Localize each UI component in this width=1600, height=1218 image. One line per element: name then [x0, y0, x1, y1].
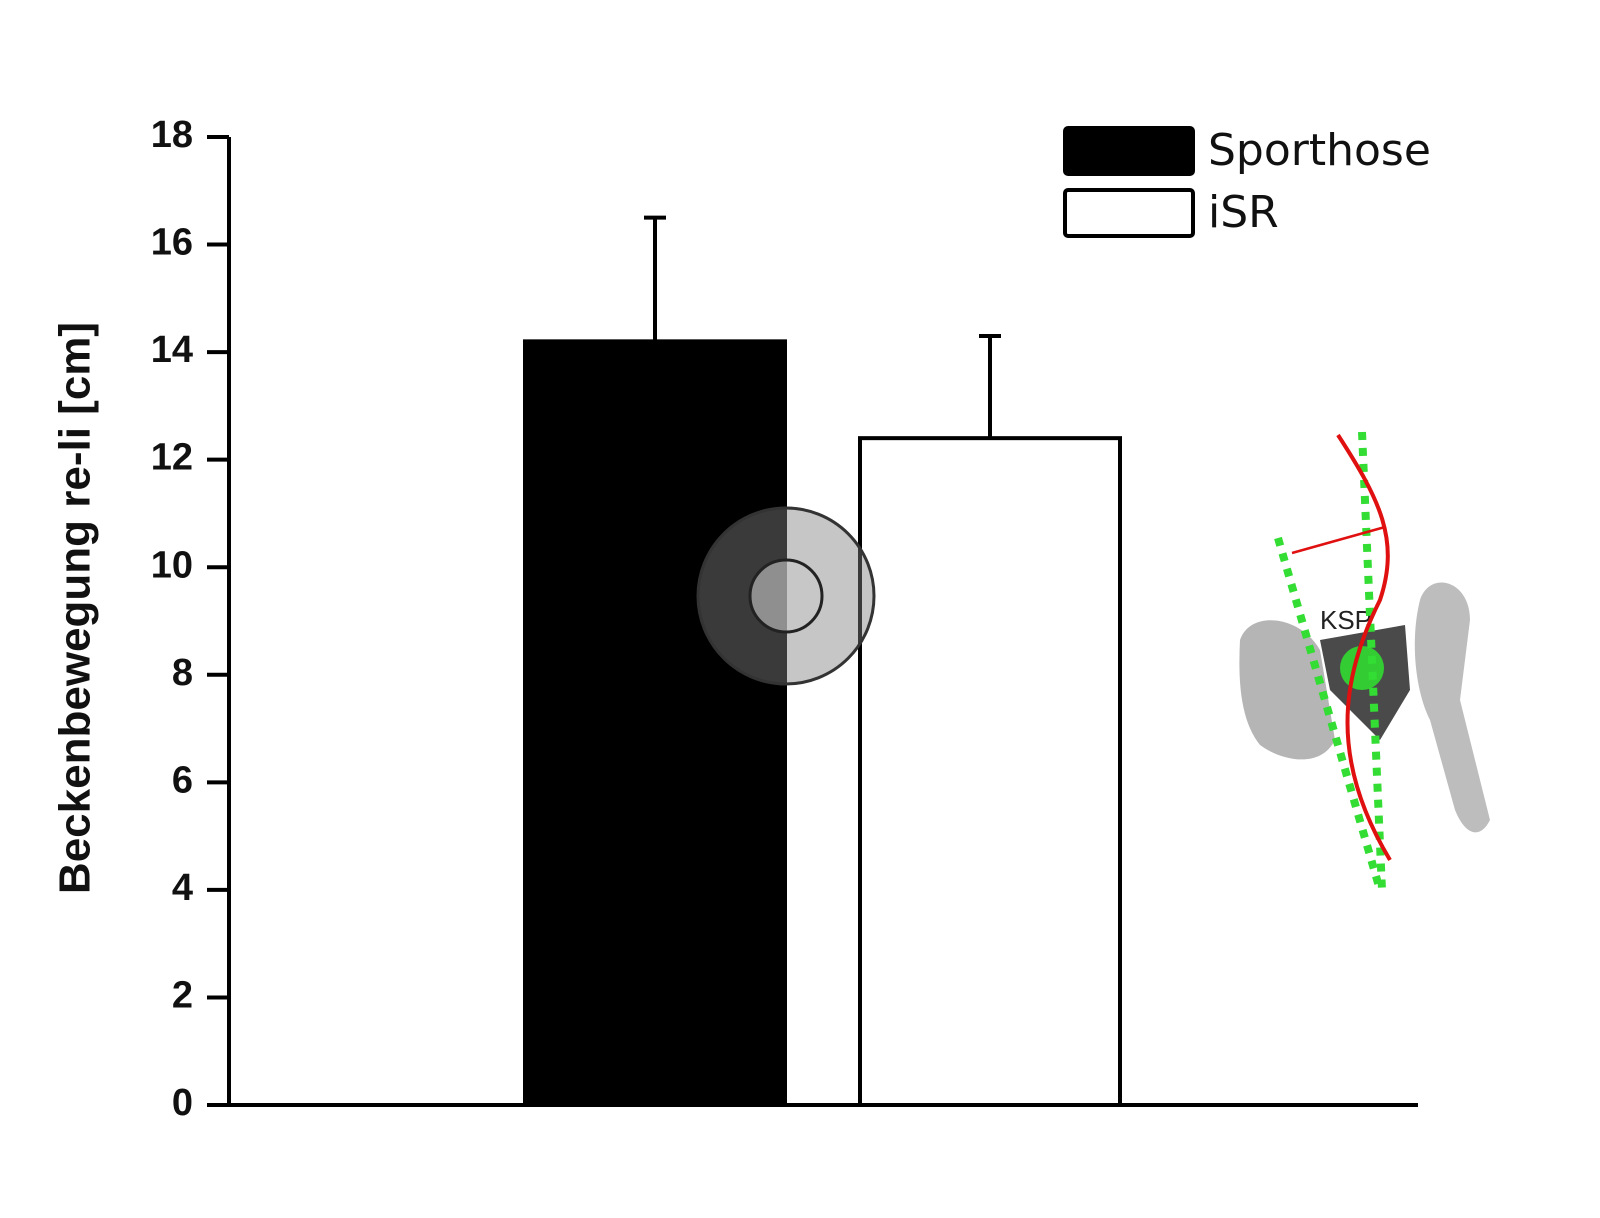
- pelvis-left: [1239, 620, 1335, 760]
- y-tick-label: 18: [151, 114, 193, 156]
- illustration: KSP: [1239, 431, 1490, 892]
- y-tick-label: 4: [172, 867, 193, 909]
- illustration-label: KSP: [1320, 605, 1372, 635]
- legend-swatch: [1063, 126, 1195, 176]
- guide-line: [1274, 536, 1384, 892]
- legend-swatch: [1063, 188, 1195, 238]
- bar: [523, 339, 787, 1108]
- y-tick-label: 14: [151, 329, 193, 371]
- y-tick-label: 0: [172, 1082, 193, 1124]
- distance-arrow: [1291, 525, 1386, 555]
- path-curve: [1336, 433, 1392, 862]
- ksp-marker: [1340, 646, 1384, 690]
- y-tick-label: 12: [151, 437, 193, 479]
- legend-label: iSR: [1208, 187, 1279, 238]
- y-tick-label: 16: [151, 222, 193, 264]
- bar: [858, 436, 1122, 1107]
- guide-line: [1358, 431, 1386, 891]
- legend-label: Sporthose: [1208, 125, 1431, 176]
- y-tick-label: 6: [172, 759, 193, 801]
- y-tick-label: 10: [151, 544, 193, 586]
- cursor-dot: [748, 558, 824, 634]
- pelvis-right: [1414, 582, 1490, 833]
- y-tick-label: 8: [172, 652, 193, 694]
- y-tick-label: 2: [172, 974, 193, 1016]
- y-axis-label: Beckenbewegung re-li [cm]: [51, 322, 100, 894]
